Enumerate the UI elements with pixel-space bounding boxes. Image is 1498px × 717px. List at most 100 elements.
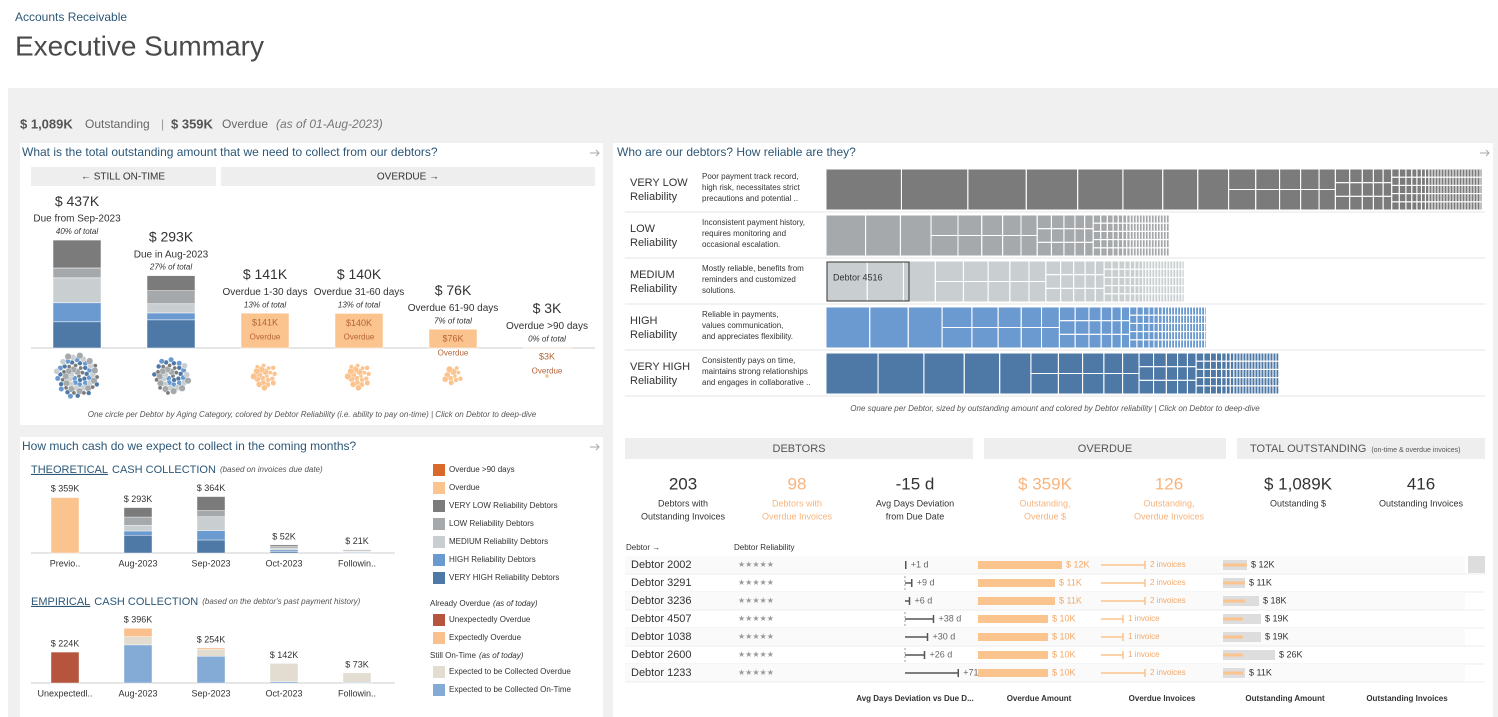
debtor-square[interactable] bbox=[1275, 385, 1280, 395]
debtor-circle[interactable] bbox=[64, 389, 71, 395]
bar-segment[interactable] bbox=[196, 649, 226, 657]
bar-segment[interactable] bbox=[146, 290, 196, 305]
bar-segment[interactable] bbox=[146, 319, 196, 349]
debtor-circle[interactable] bbox=[64, 353, 72, 361]
bar-segment[interactable] bbox=[269, 551, 299, 554]
bar-segment[interactable] bbox=[196, 516, 226, 531]
scrollbar[interactable] bbox=[1468, 556, 1485, 573]
debtor-circle[interactable] bbox=[66, 364, 72, 369]
bar-segment[interactable] bbox=[52, 267, 102, 279]
debtor-circle[interactable] bbox=[155, 369, 161, 375]
bar-segment[interactable] bbox=[196, 530, 226, 541]
debtor-circle[interactable] bbox=[544, 373, 550, 379]
bar-segment[interactable] bbox=[52, 239, 102, 269]
debtor-circle[interactable] bbox=[457, 376, 464, 382]
debtor-circle[interactable] bbox=[364, 365, 370, 371]
bar-segment[interactable] bbox=[123, 644, 153, 684]
debtor-circle[interactable] bbox=[446, 365, 454, 373]
debtor-square[interactable] bbox=[1168, 239, 1171, 249]
bar-segment[interactable] bbox=[196, 656, 226, 684]
expand-icon[interactable] bbox=[1480, 149, 1490, 157]
bar-segment[interactable] bbox=[52, 302, 102, 323]
debtor-square[interactable] bbox=[1168, 214, 1171, 224]
bar-segment[interactable] bbox=[123, 636, 153, 646]
debtor-circle[interactable] bbox=[344, 372, 352, 380]
debtor-circle[interactable] bbox=[151, 371, 157, 378]
debtor-circle[interactable] bbox=[172, 365, 178, 371]
bar-segment[interactable] bbox=[52, 321, 102, 349]
bar-segment[interactable] bbox=[123, 507, 153, 518]
bar-segment[interactable] bbox=[522, 347, 572, 349]
bar-segment[interactable] bbox=[146, 312, 196, 321]
bar-segment[interactable] bbox=[50, 497, 80, 554]
bar-segment[interactable] bbox=[146, 275, 196, 291]
debtor-square[interactable] bbox=[1204, 339, 1207, 349]
debtor-circle[interactable] bbox=[168, 356, 174, 363]
debtor-name[interactable]: Debtor 3236 bbox=[631, 595, 692, 607]
debtor-square[interactable] bbox=[1168, 247, 1171, 257]
bar-segment[interactable] bbox=[123, 628, 153, 637]
bar-segment[interactable] bbox=[342, 549, 372, 551]
debtor-square[interactable] bbox=[1181, 293, 1185, 303]
debtor-circle[interactable] bbox=[359, 377, 365, 383]
debtor-circle[interactable] bbox=[68, 385, 76, 393]
debtor-circle[interactable] bbox=[176, 360, 183, 367]
expand-icon[interactable] bbox=[590, 149, 600, 157]
debtor-circle[interactable] bbox=[78, 365, 84, 371]
debtor-circle[interactable] bbox=[90, 384, 95, 390]
debtor-circle[interactable] bbox=[453, 377, 459, 383]
debtor-circle[interactable] bbox=[162, 385, 170, 393]
debtor-circle[interactable] bbox=[255, 381, 263, 388]
debtor-circle[interactable] bbox=[174, 370, 179, 375]
bar-segment[interactable] bbox=[196, 510, 226, 517]
debtor-circle[interactable] bbox=[365, 371, 372, 377]
debtor-circle[interactable] bbox=[270, 365, 276, 371]
expand-icon[interactable] bbox=[590, 443, 600, 451]
debtor-circle[interactable] bbox=[160, 364, 166, 369]
debtor-square[interactable] bbox=[1479, 201, 1483, 211]
debtor-circle[interactable] bbox=[348, 364, 354, 370]
debtor-name[interactable]: Debtor 1233 bbox=[631, 667, 692, 679]
debtor-circle[interactable] bbox=[170, 387, 178, 395]
debtor-circle[interactable] bbox=[448, 379, 455, 386]
debtor-circle[interactable] bbox=[67, 393, 74, 400]
debtor-circle[interactable] bbox=[157, 385, 163, 391]
debtor-circle[interactable] bbox=[184, 377, 192, 385]
bar-segment[interactable] bbox=[342, 672, 372, 683]
bar-segment[interactable] bbox=[196, 496, 226, 511]
bar-segment[interactable] bbox=[196, 647, 226, 650]
treemap-row[interactable] bbox=[826, 169, 1482, 210]
debtor-circle[interactable] bbox=[270, 380, 277, 386]
debtor-name[interactable]: Debtor 4507 bbox=[631, 613, 692, 625]
debtor-circle[interactable] bbox=[349, 381, 357, 388]
debtor-circle[interactable] bbox=[53, 368, 60, 375]
debtor-circle[interactable] bbox=[63, 385, 69, 391]
debtor-circle[interactable] bbox=[61, 369, 67, 375]
bar-segment[interactable] bbox=[146, 303, 196, 314]
debtor-circle[interactable] bbox=[268, 370, 273, 375]
debtor-circle[interactable] bbox=[361, 370, 367, 375]
debtor-circle[interactable] bbox=[86, 357, 94, 365]
bar-segment[interactable] bbox=[269, 544, 299, 547]
debtor-circle[interactable] bbox=[91, 367, 99, 375]
debtor-circle[interactable] bbox=[364, 380, 371, 386]
debtor-circle[interactable] bbox=[171, 377, 177, 383]
debtor-circle[interactable] bbox=[94, 381, 100, 388]
debtor-circle[interactable] bbox=[165, 390, 171, 396]
debtor-circle[interactable] bbox=[250, 372, 258, 380]
bar-segment[interactable] bbox=[269, 663, 299, 682]
debtor-circle[interactable] bbox=[71, 390, 77, 396]
debtor-name[interactable]: Debtor 2600 bbox=[631, 649, 692, 661]
debtor-circle[interactable] bbox=[456, 370, 461, 375]
debtor-circle[interactable] bbox=[94, 374, 100, 380]
bar-segment[interactable] bbox=[240, 312, 290, 349]
debtor-circle[interactable] bbox=[154, 377, 159, 383]
debtor-circle[interactable] bbox=[84, 371, 90, 377]
debtor-name[interactable]: Debtor 2002 bbox=[631, 559, 692, 571]
debtor-circle[interactable] bbox=[261, 363, 266, 368]
debtor-circle[interactable] bbox=[156, 363, 162, 370]
debtor-circle[interactable] bbox=[454, 365, 460, 371]
debtor-name[interactable]: Debtor 1038 bbox=[631, 631, 692, 643]
bar-segment[interactable] bbox=[123, 525, 153, 532]
debtor-circle[interactable] bbox=[261, 384, 268, 392]
